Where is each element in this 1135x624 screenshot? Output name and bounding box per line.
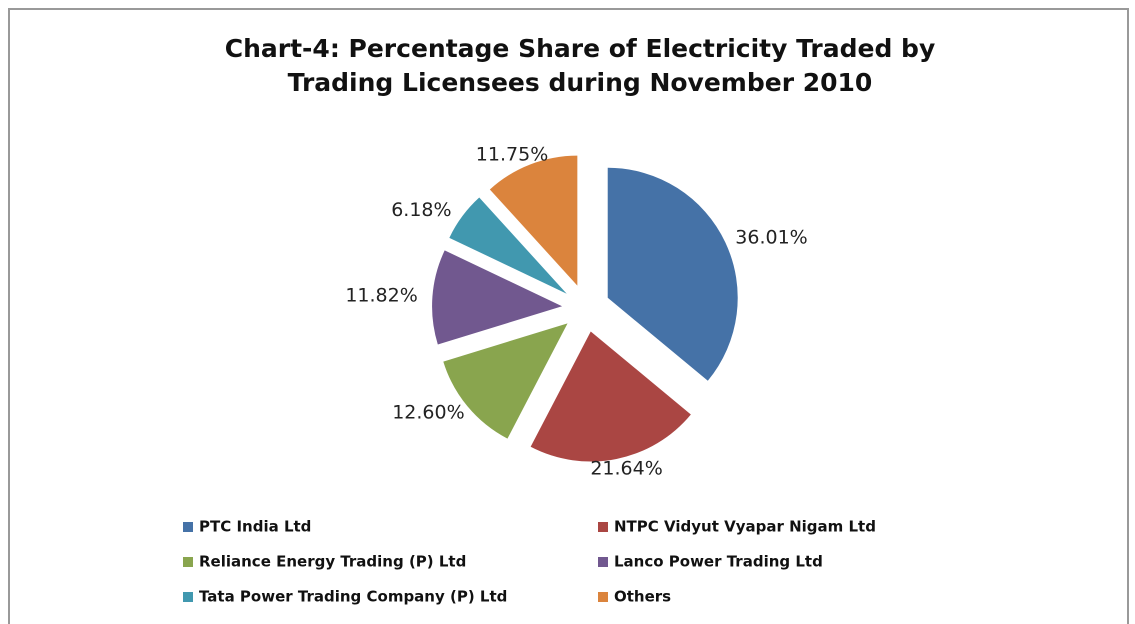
legend-label: Tata Power Trading Company (P) Ltd	[199, 588, 507, 606]
data-label: 11.82%	[345, 285, 417, 307]
pie-slice	[449, 197, 567, 294]
legend-label: PTC India Ltd	[199, 518, 311, 536]
legend-label: Reliance Energy Trading (P) Ltd	[199, 553, 466, 571]
data-label: 6.18%	[391, 199, 451, 221]
legend-swatch	[598, 557, 608, 567]
data-label: 11.75%	[476, 144, 548, 166]
legend-swatch	[598, 592, 608, 602]
data-label: 36.01%	[735, 227, 807, 249]
chart-title: Chart-4: Percentage Share of Electricity…	[225, 34, 936, 97]
legend-label: NTPC Vidyut Vyapar Nigam Ltd	[614, 518, 876, 536]
chart-border	[8, 8, 1129, 624]
pie-slice	[530, 331, 691, 462]
legend-label: Others	[614, 588, 671, 606]
legend-swatch	[183, 592, 193, 602]
pie-slice	[443, 323, 568, 439]
pie-slice	[432, 250, 563, 345]
legend-swatch	[598, 522, 608, 532]
legend-swatch	[183, 557, 193, 567]
legend-swatch	[183, 522, 193, 532]
legend-label: Lanco Power Trading Ltd	[614, 553, 823, 571]
data-label: 21.64%	[590, 457, 662, 479]
pie-slice	[607, 167, 738, 381]
pie-slice	[489, 155, 578, 286]
data-label: 12.60%	[392, 401, 464, 423]
